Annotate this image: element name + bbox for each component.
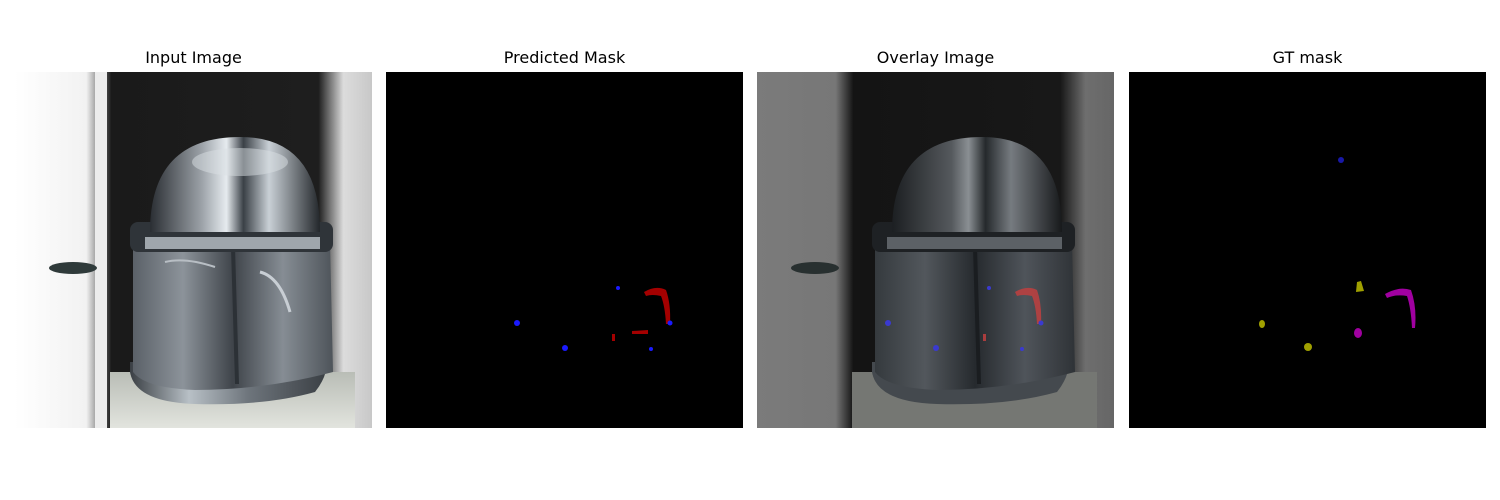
pred-defect-red-2 (612, 334, 615, 341)
mask-background (1129, 72, 1486, 428)
gt-mask-panel (1129, 72, 1486, 428)
pred-defect-blue-1 (514, 320, 520, 326)
pred-defect-blue-4 (667, 320, 673, 326)
gt-defect-olive-3 (1304, 343, 1312, 351)
predicted-mask (386, 72, 743, 428)
gt-defect-blue (1338, 157, 1344, 163)
gt-defect-olive-2 (1259, 320, 1265, 328)
gt-defect-magenta (1385, 288, 1416, 328)
pred-defect-blue-2 (562, 345, 568, 351)
input-image-title: Input Image (145, 48, 242, 67)
mask-background (386, 72, 743, 428)
gt-mask (1129, 72, 1486, 428)
pred-defect-red (644, 287, 671, 324)
pred-defect-blue-5 (649, 347, 653, 351)
gt-defect-olive-1 (1356, 281, 1364, 292)
input-image-panel (15, 72, 372, 428)
input-image (15, 72, 372, 428)
pred-defect-red-3 (632, 330, 648, 334)
gt-defect-magenta-2 (1354, 328, 1362, 338)
overlay-image-panel (757, 72, 1114, 428)
gt-mask-title: GT mask (1272, 48, 1343, 67)
predicted-mask-title: Predicted Mask (503, 48, 626, 67)
overlay-image-title: Overlay Image (876, 48, 995, 67)
pred-defect-blue-3 (616, 286, 620, 290)
predicted-mask-panel (386, 72, 743, 428)
overlay-image (757, 72, 1114, 428)
